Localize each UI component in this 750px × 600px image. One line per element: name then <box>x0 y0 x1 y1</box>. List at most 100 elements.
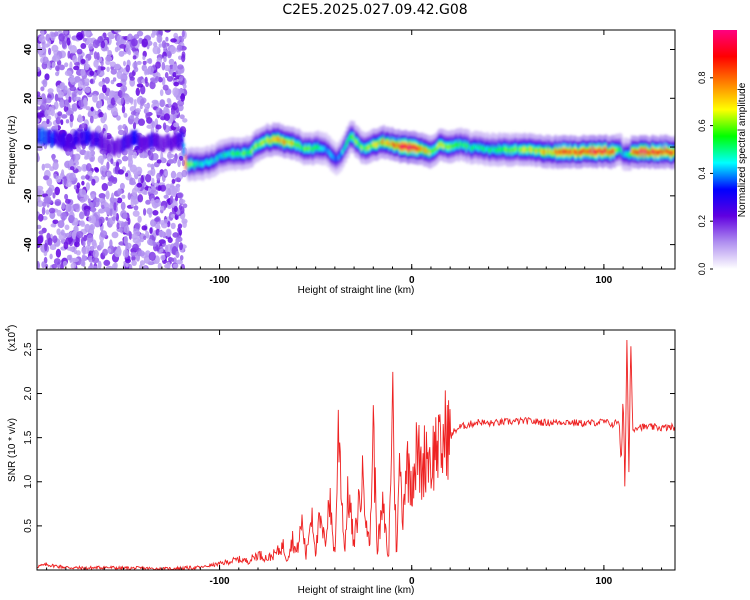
noise-speck <box>141 225 148 231</box>
noise-speck <box>62 260 68 267</box>
ridge-cell <box>606 149 609 155</box>
noise-speck <box>59 99 64 109</box>
ridge-cell <box>522 148 525 153</box>
noise-speck <box>42 201 47 207</box>
ridge-cell <box>572 149 575 154</box>
ridge-cell <box>274 136 277 142</box>
ridge-cell <box>180 128 182 143</box>
ridge-cell <box>120 138 122 154</box>
spectrogram-panel: -100 0 100 -40 -20 0 20 40 Height of straight … <box>7 29 676 296</box>
ridge-cell <box>324 146 327 152</box>
noise-speck <box>101 204 105 210</box>
ridge-cell <box>318 145 321 151</box>
ridge-cell <box>264 139 267 145</box>
ridge-cell <box>377 141 380 147</box>
ridge-cell <box>636 150 639 155</box>
noise-speck <box>97 155 105 164</box>
noise-speck <box>37 185 44 191</box>
noise-speck <box>117 169 125 175</box>
noise-speck <box>69 114 74 122</box>
ridge-cell <box>574 149 577 155</box>
noise-speck <box>89 223 95 231</box>
ridge-cell <box>450 143 454 148</box>
ridge-cell <box>69 134 72 149</box>
noise-speck <box>176 88 185 95</box>
noise-speck <box>58 33 65 42</box>
ridge-cell <box>135 129 138 145</box>
spectrogram-y-tick-label: -20 <box>23 188 34 203</box>
noise-speck <box>84 223 91 233</box>
noise-speck <box>84 208 90 217</box>
ridge-cell <box>566 149 569 154</box>
ridge-cell <box>396 143 399 148</box>
ridge-cell <box>267 138 270 144</box>
noise-speck <box>156 34 163 43</box>
ridge-cell <box>204 159 207 165</box>
ridge-cell <box>149 135 152 150</box>
noise-speck <box>118 50 125 57</box>
ridge-cell <box>129 133 132 148</box>
noise-speck <box>112 77 117 82</box>
ridge-cell <box>433 147 436 153</box>
ridge-cell <box>101 134 104 150</box>
noise-speck <box>113 30 122 33</box>
noise-speck <box>164 170 168 177</box>
ridge-cell <box>495 147 499 153</box>
noise-speck <box>84 155 89 160</box>
noise-speck <box>109 91 116 96</box>
ridge-cell <box>407 146 410 151</box>
ridge-cell <box>551 149 554 155</box>
noise-speck <box>65 119 70 124</box>
ridge-cell <box>109 140 112 156</box>
ridge-cell <box>523 146 526 151</box>
ridge-cell <box>498 145 501 151</box>
ridge-cell <box>198 161 201 167</box>
noise-speck <box>172 71 177 78</box>
ridge-cell <box>287 139 290 145</box>
ridge-cell <box>563 148 567 154</box>
noise-speck <box>92 39 100 49</box>
noise-speck <box>84 64 90 71</box>
noise-speck <box>114 249 122 258</box>
noise-speck <box>44 263 49 269</box>
snr-multiplier-exponent: 4 <box>5 328 12 332</box>
noise-speck <box>59 82 64 90</box>
ridge-cell <box>249 149 252 155</box>
ridge-cell <box>611 148 614 154</box>
noise-speck <box>109 208 113 217</box>
noise-speck <box>132 243 139 252</box>
noise-speck <box>37 224 42 230</box>
noise-speck <box>110 68 118 75</box>
noise-speck <box>121 155 129 162</box>
ridge-cell <box>394 143 397 148</box>
ridge-cell <box>492 147 495 153</box>
spectrogram-x-ticks: -100 0 100 <box>46 30 663 286</box>
ridge-cell <box>53 130 56 145</box>
ridge-cell <box>453 143 456 149</box>
snr-y-tick-label: 1.0 <box>23 474 34 488</box>
noise-speck <box>181 159 186 167</box>
noise-speck <box>72 217 79 226</box>
noise-speck <box>140 85 146 95</box>
noise-speck <box>80 175 86 180</box>
noise-speck <box>51 44 59 53</box>
noise-speck <box>76 231 84 239</box>
noise-speck <box>103 259 111 266</box>
spectrogram-y-tick-label: 40 <box>23 44 34 56</box>
noise-speck <box>133 200 138 206</box>
ridge-cell <box>242 150 245 156</box>
ridge-cell <box>520 147 523 152</box>
noise-speck <box>171 102 178 111</box>
ridge-cell <box>605 148 608 153</box>
noise-speck <box>154 217 160 222</box>
ridge-cell <box>402 144 405 149</box>
ridge-cell <box>570 150 573 155</box>
noise-speck <box>111 216 116 222</box>
noise-speck <box>98 92 105 102</box>
noise-speck <box>91 178 96 186</box>
ridge-cell <box>272 135 275 141</box>
noise-speck <box>130 251 138 257</box>
noise-speck <box>179 199 186 204</box>
noise-speck <box>163 194 169 199</box>
ridge-cell <box>57 133 59 148</box>
